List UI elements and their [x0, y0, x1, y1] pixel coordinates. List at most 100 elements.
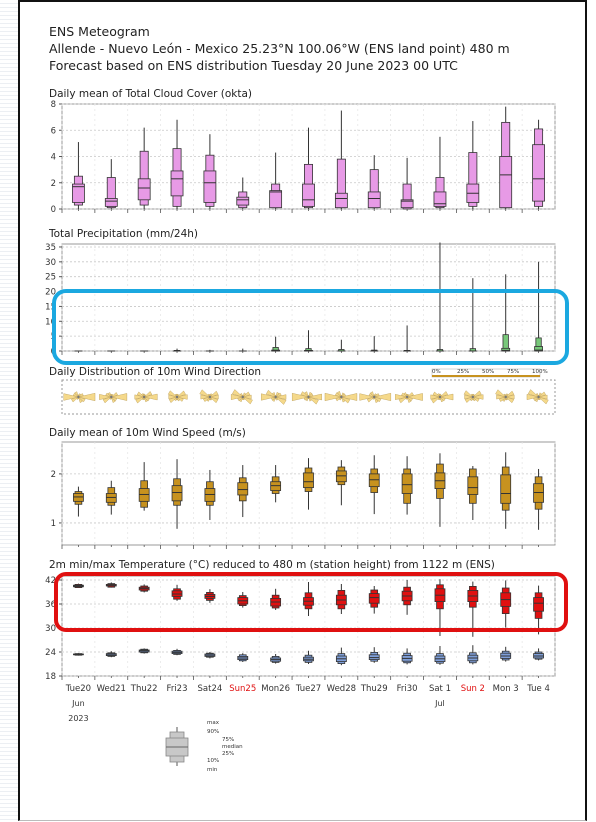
wind-rose	[430, 391, 454, 404]
wind-speed-box	[105, 480, 117, 515]
tmax-box	[138, 584, 150, 593]
precip-box-p25-p75	[534, 346, 543, 352]
wind-speed-panel-ytick-label: 1	[51, 519, 56, 529]
wind-speed-panel-title: Daily mean of 10m Wind Speed (m/s)	[49, 427, 246, 439]
wind-rose-petal	[261, 393, 276, 401]
x-axis-day-label: Thu22	[130, 684, 158, 694]
cloud-box-p25-p75	[236, 196, 250, 206]
x-axis-day-label: Fri30	[397, 684, 418, 694]
precip-box	[205, 349, 214, 352]
cloud-box	[236, 177, 250, 209]
wind-rose-petal	[110, 394, 113, 398]
wind-speed-box	[237, 465, 249, 518]
wind-rose-petal	[78, 396, 83, 404]
wind-rose-petal	[504, 394, 507, 398]
wind-rose-petal	[105, 392, 112, 398]
x-axis-day-label: Mon 3	[493, 684, 519, 694]
wind-direction-panel-title: Daily Distribution of 10m Wind Direction	[49, 366, 262, 378]
x-axis-day-label: Wed28	[327, 684, 356, 694]
wind-rose-petal	[176, 396, 178, 400]
wind-rose-petal	[359, 393, 375, 401]
tmax-box	[270, 588, 282, 610]
wind-rose-petal	[471, 394, 474, 398]
wind-rose-petal	[135, 396, 145, 404]
cloud-panel-ytick-label: 2	[51, 179, 56, 189]
tmax-box-p25-p75	[533, 597, 544, 612]
wind-rose-petal	[308, 392, 313, 398]
box-legend	[165, 727, 189, 766]
precip-box	[370, 336, 379, 352]
wind-rose-petal	[472, 394, 484, 400]
wind-rose-petal	[464, 396, 473, 403]
temperature-panel-title: 2m min/max Temperature (°C) reduced to 4…	[49, 559, 495, 571]
cloud-box	[104, 159, 118, 209]
precip-panel-ytick-label: 35	[45, 243, 56, 253]
wind-rose-petal	[176, 390, 186, 398]
wind-direction-legend-label: 75%	[507, 369, 519, 375]
tmax-box	[533, 585, 544, 635]
wind-rose-petal	[505, 394, 515, 400]
wind-rose-petal	[341, 396, 346, 403]
wind-rose-petal	[527, 389, 539, 398]
wind-rose-petal	[406, 392, 414, 398]
wind-rose-petal	[538, 391, 547, 398]
wind-speed-box-p25-p75	[303, 472, 314, 489]
box-legend-label: min	[207, 767, 218, 773]
wind-rose-petal	[439, 393, 454, 401]
wind-rose-petal	[341, 393, 358, 401]
wind-rose-petal	[111, 396, 118, 402]
x-axis-day-label: Sun 2	[461, 684, 485, 694]
wind-speed-box-p25-p75	[237, 482, 249, 496]
wind-rose-petal	[406, 396, 413, 402]
wind-rose-petal	[199, 389, 211, 398]
wind-speed-box	[335, 460, 347, 506]
precip-box	[534, 261, 543, 352]
x-axis-day-label: Tue20	[65, 684, 91, 694]
wind-rose-petal	[395, 394, 408, 400]
precip-panel-ytick-label: 30	[45, 258, 56, 268]
tmin-box	[204, 652, 216, 659]
wind-rose-petal	[71, 396, 79, 403]
temperature-panel-ytick-label: 24	[45, 648, 56, 658]
wind-rose-petal	[537, 396, 540, 400]
precip-box	[435, 242, 444, 352]
wind-rose-petal	[308, 396, 319, 405]
tmax-box	[237, 592, 249, 608]
x-axis-day-label: Fri23	[167, 684, 188, 694]
wind-rose-petal	[300, 391, 309, 398]
wind-rose-petal	[242, 392, 247, 398]
wind-rose-petal	[102, 396, 112, 404]
tmin-box	[237, 653, 249, 662]
tmin-box	[500, 646, 512, 662]
wind-rose-petal	[231, 389, 243, 398]
cloud-box-p25-p75	[170, 170, 184, 197]
box-legend-label: 75%	[222, 737, 234, 743]
wind-rose-petal	[464, 394, 473, 400]
meteogram-title: ENS Meteogram	[49, 24, 150, 39]
cloud-box	[72, 142, 85, 209]
location-line: Allende - Nuevo León - Mexico 25.23°N 10…	[49, 41, 510, 56]
wind-rose-petal	[209, 394, 211, 398]
wind-rose-petal	[209, 390, 219, 398]
background-stripes	[0, 0, 18, 822]
box-legend-label: 10%	[207, 758, 219, 764]
temperature-panel-ytick-label: 42	[45, 576, 56, 586]
cloud-box-p25-p75	[203, 170, 217, 203]
cloud-box	[170, 119, 184, 209]
wind-rose-petal	[430, 394, 441, 400]
precip-box	[238, 348, 247, 352]
wind-rose-center	[241, 395, 244, 399]
wind-rose-petal	[374, 396, 382, 403]
wind-speed-panel-ytick-label: 2	[51, 470, 56, 480]
wind-rose-petal	[341, 392, 345, 398]
wind-speed-box	[500, 452, 512, 529]
precip-panel-ytick-label: 15	[45, 302, 56, 312]
cloud-box-p25-p75	[334, 192, 348, 209]
precip-box	[403, 325, 412, 352]
cloud-panel-title: Daily mean of Total Cloud Cover (okta)	[49, 88, 253, 100]
wind-rose-petal	[230, 394, 243, 400]
wind-rose-petal	[431, 396, 441, 404]
wind-rose-petal	[471, 396, 474, 401]
cloud-box	[203, 134, 217, 209]
box-legend-label: median	[222, 744, 243, 750]
